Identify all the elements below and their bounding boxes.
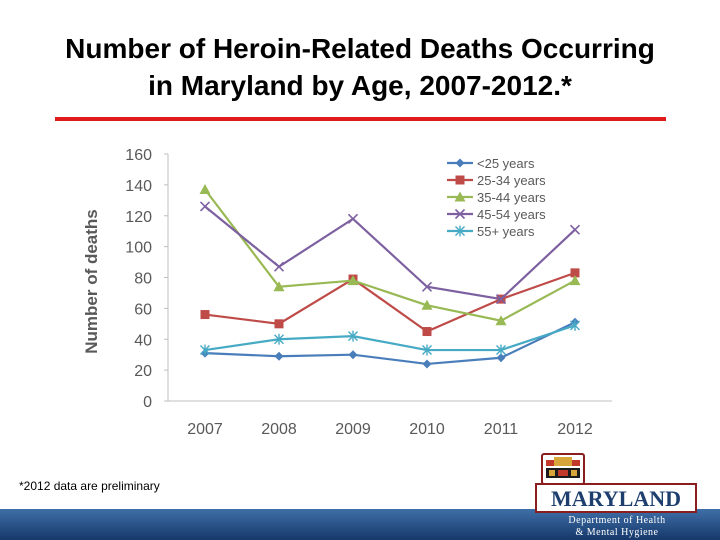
data-point [199,184,211,195]
page-title: Number of Heroin-Related Deaths Occurrin… [0,30,720,104]
data-point [348,350,358,360]
data-point [347,213,359,224]
y-axis-label: Number of deaths [82,209,101,354]
y-tick-label: 80 [134,271,152,288]
data-point [570,268,580,278]
data-point [273,261,285,272]
maryland-dhmh-logo: MARYLAND [535,453,697,513]
x-tick-label: 2007 [187,421,223,438]
data-point [421,281,433,292]
data-point [422,359,432,369]
data-point [495,294,507,305]
legend-marker [455,158,465,168]
department-line-1: Department of Health [568,515,666,526]
x-tick-label: 2010 [409,421,445,438]
data-point [569,275,581,286]
title-line-2: in Maryland by Age, 2007-2012.* [148,70,572,101]
data-point [348,330,358,342]
x-tick-label: 2008 [261,421,297,438]
title-line-1: Number of Heroin-Related Deaths Occurrin… [65,33,655,64]
department-line-2: & Mental Hygiene [575,527,659,538]
data-point [274,319,284,329]
data-point [199,201,211,212]
series-line-3 [204,205,576,301]
title-divider [55,117,666,121]
legend-label: <25 years [477,156,535,171]
data-point [274,333,284,345]
y-tick-label: 100 [125,240,152,257]
legend-label: 55+ years [477,224,535,239]
x-tick-label: 2009 [335,421,371,438]
data-point [496,353,506,363]
x-tick-label: 2012 [557,421,593,438]
footer-band [0,509,720,540]
data-point [200,344,210,356]
footnote: *2012 data are preliminary [19,479,160,493]
legend-marker [455,225,465,237]
y-tick-label: 0 [143,394,152,411]
legend-marker [454,208,466,220]
y-tick-label: 40 [134,332,152,349]
data-point [200,310,210,320]
data-point [569,224,581,235]
y-tick-label: 20 [134,363,152,380]
legend-label: 35-44 years [477,190,546,205]
series-line-2 [204,188,576,322]
y-tick-label: 60 [134,301,152,318]
data-point [422,344,432,356]
state-seal-icon [541,453,585,485]
x-tick-label: 2011 [484,421,519,438]
legend-label: 45-54 years [477,207,546,222]
legend-marker [454,191,466,202]
y-tick-label: 160 [125,147,152,164]
data-point [273,281,285,292]
data-point [274,351,284,361]
logo-wordmark: MARYLAND [551,486,681,511]
series-line-1 [204,271,576,333]
data-point [495,315,507,326]
line-chart: 0 20 40 60 80 100 120 140 160 2007 2008 2009 2010 201… [82,147,612,438]
data-point [421,299,433,310]
series-line-0 [204,321,576,366]
data-point [422,327,432,337]
data-point [347,275,359,286]
data-point [570,319,580,331]
y-tick-label: 120 [125,209,152,226]
y-tick-label: 140 [125,178,152,195]
legend-marker [455,175,465,185]
data-point [496,344,506,356]
department-name: Department of Health & Mental Hygiene [542,515,692,539]
legend-label: 25-34 years [477,173,546,188]
series-line-4 [204,324,576,352]
